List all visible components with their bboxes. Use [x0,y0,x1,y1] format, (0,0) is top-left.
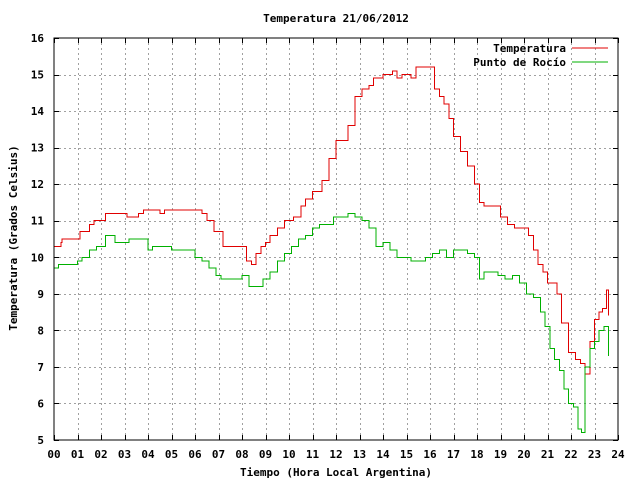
x-tick-label: 09 [259,448,272,461]
x-tick-label: 04 [141,448,155,461]
x-axis-title: Tiempo (Hora Local Argentina) [240,466,432,479]
y-axis-title: Temperatura (Grados Celsius) [7,145,20,330]
x-tick-label: 22 [564,448,577,461]
grid [54,38,618,440]
y-tick-label: 12 [31,178,44,191]
x-tick-label: 12 [329,448,342,461]
x-tick-label: 24 [611,448,625,461]
tick-labels: 00 01 02 03 04 05 06 07 08 09 10 11 12 13 14 15 16 17 18 19… [31,32,625,461]
x-tick-label: 23 [588,448,601,461]
x-tick-label: 05 [165,448,178,461]
y-tick-label: 7 [37,361,44,374]
y-tick-label: 11 [31,215,45,228]
x-tick-label: 02 [94,448,107,461]
x-tick-label: 06 [188,448,202,461]
series-line-punto-de-rocio [54,212,610,434]
legend-label: Temperatura [493,42,566,55]
series-line-temperatura [54,66,610,375]
x-tick-label: 20 [517,448,530,461]
legend-label: Punto de Rocío [473,56,566,69]
x-tick-label: 08 [235,448,248,461]
axis-ticks [54,38,619,441]
x-tick-label: 14 [376,448,390,461]
y-tick-label: 10 [31,251,44,264]
y-tick-label: 9 [37,288,44,301]
x-tick-label: 21 [541,448,555,461]
y-tick-label: 14 [31,105,45,118]
y-tick-label: 16 [31,32,45,45]
x-tick-label: 19 [494,448,507,461]
x-tick-label: 13 [353,448,366,461]
x-tick-label: 00 [47,448,60,461]
y-tick-label: 15 [31,69,44,82]
y-tick-label: 8 [37,324,44,337]
x-tick-label: 01 [71,448,85,461]
x-tick-label: 10 [282,448,295,461]
y-tick-label: 6 [37,397,44,410]
x-tick-label: 11 [306,448,320,461]
x-tick-label: 03 [118,448,131,461]
x-tick-label: 18 [470,448,483,461]
x-tick-label: 17 [447,448,460,461]
chart-title: Temperatura 21/06/2012 [263,12,409,25]
y-tick-label: 5 [37,434,44,447]
series-group [54,66,610,434]
x-tick-label: 16 [423,448,437,461]
x-tick-label: 15 [400,448,413,461]
x-tick-label: 07 [212,448,225,461]
y-tick-label: 13 [31,142,44,155]
